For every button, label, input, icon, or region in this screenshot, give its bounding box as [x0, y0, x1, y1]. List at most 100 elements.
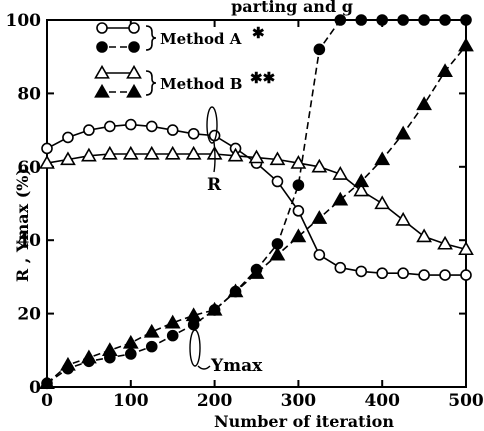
data-point: [145, 340, 158, 353]
data-point: [101, 145, 118, 160]
data-point: [166, 329, 179, 342]
data-point: [437, 63, 453, 78]
data-point: [376, 267, 389, 280]
data-point: [60, 151, 76, 166]
annotations: R Ymax: [189, 106, 263, 376]
data-point: [269, 151, 286, 166]
data-point: [143, 323, 160, 338]
data-point: [164, 314, 181, 329]
y-tick-label: 60: [17, 158, 41, 178]
data-point: [355, 265, 368, 278]
legend-marker: [126, 64, 142, 79]
data-point: [311, 158, 328, 173]
data-point: [397, 267, 409, 280]
data-point: [395, 125, 412, 140]
data-point: [416, 228, 432, 243]
data-point: [185, 307, 202, 322]
data-point: [374, 195, 391, 210]
legend-marker: [96, 41, 108, 53]
data-point: [145, 120, 158, 133]
x-tick-label: 100: [113, 391, 149, 411]
data-point: [269, 246, 286, 261]
data-point: [81, 349, 97, 364]
legend-star-method-b: ✱✱: [250, 69, 276, 87]
y-tick-label: 20: [17, 305, 41, 325]
data-point: [39, 155, 55, 169]
data-point: [353, 182, 370, 197]
x-tick-label: 200: [197, 391, 233, 411]
data-point: [458, 241, 474, 256]
legend-label-method-a: Method A: [160, 30, 242, 48]
tick-labels: 0 100 200 300 400 500 0 20 40 60 80 100: [6, 11, 484, 411]
data-point: [439, 14, 451, 26]
data-point: [248, 265, 265, 279]
y-tick-label: 0: [29, 378, 41, 398]
data-point: [122, 145, 139, 160]
data-point: [83, 124, 95, 136]
data-point: [355, 14, 368, 26]
data-point: [166, 124, 179, 136]
plot-axes: [46, 19, 467, 388]
data-point: [311, 210, 328, 224]
data-point: [290, 155, 307, 169]
data-point: [101, 342, 118, 356]
annotation-leader-r: [213, 141, 216, 173]
y-tick-label: 100: [6, 11, 42, 31]
data-point: [164, 145, 181, 160]
data-point: [460, 14, 472, 26]
annotation-ellipse-ymax: [189, 329, 201, 367]
series-method-b-ymax: [39, 37, 474, 390]
data-point: [143, 145, 160, 160]
data-point: [227, 147, 244, 162]
annotation-ellipse-r: [206, 106, 218, 144]
legend-brace: [145, 70, 157, 96]
data-point: [332, 166, 349, 180]
data-point: [41, 142, 53, 155]
legend-marker: [126, 83, 142, 98]
data-point: [248, 149, 265, 164]
data-point: [334, 261, 347, 274]
data-point: [125, 118, 137, 131]
data-point: [292, 179, 305, 191]
data-point: [416, 96, 432, 111]
chart-title-fragment: parting and g: [231, 0, 353, 16]
plot-frame: [46, 19, 467, 388]
data-point: [185, 145, 202, 160]
series-method-b-r: [39, 145, 474, 256]
data-point: [290, 228, 307, 243]
y-tick-label: 40: [17, 231, 41, 251]
annotation-label-ymax: Ymax: [210, 356, 263, 376]
legend-marker: [128, 41, 140, 53]
legend-marker: [94, 83, 110, 98]
legend-marker: [94, 64, 110, 79]
data-point: [39, 375, 55, 390]
y-tick-label: 80: [17, 84, 41, 104]
data-point: [104, 120, 116, 133]
data-point: [62, 131, 74, 144]
data-point: [122, 334, 139, 349]
data-point: [292, 205, 305, 217]
data-point: [81, 147, 97, 162]
data-point: [60, 356, 76, 371]
data-point: [187, 127, 200, 140]
legend: Method A ✱ Method B ✱✱: [94, 22, 276, 98]
data-point: [418, 269, 430, 281]
data-point: [353, 173, 370, 188]
legend-brace: [145, 25, 157, 51]
x-axis-label: Number of iteration: [214, 412, 394, 431]
data-point: [125, 348, 137, 360]
legend-marker: [128, 22, 140, 34]
data-point: [460, 269, 472, 281]
x-tick-label: 0: [41, 391, 53, 411]
data-point: [458, 37, 474, 52]
series-line: [46, 45, 467, 384]
series-method-a-r: [41, 118, 472, 281]
y-axis-label: R , Ymax (%): [13, 168, 32, 282]
legend-marker: [96, 22, 108, 34]
x-tick-label: 300: [281, 391, 317, 411]
data-point: [313, 249, 326, 261]
x-tick-label: 500: [448, 391, 484, 411]
data-point: [334, 14, 347, 26]
data-point: [397, 14, 409, 26]
